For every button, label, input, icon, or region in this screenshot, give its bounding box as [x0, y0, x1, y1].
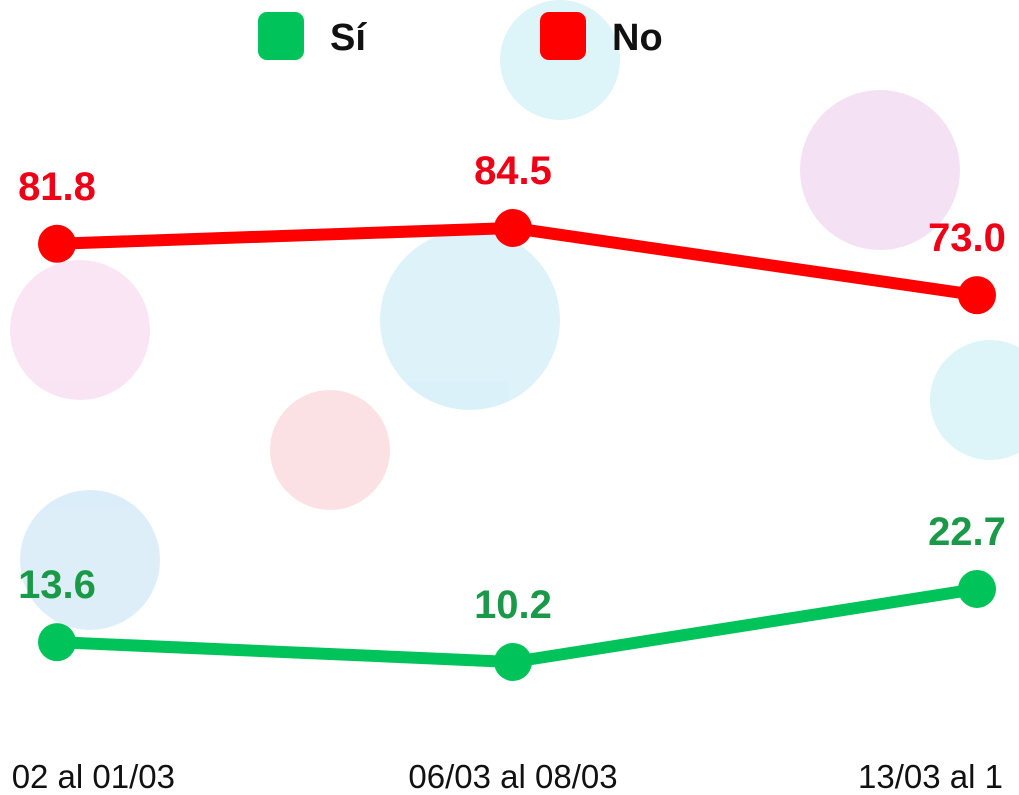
data-point	[958, 276, 996, 315]
legend-label: No	[612, 17, 663, 59]
legend: Sí No	[258, 12, 663, 60]
legend-label: Sí	[330, 17, 367, 59]
data-point	[38, 224, 76, 263]
x-tick-label: 02 al 01/03	[12, 758, 175, 795]
x-tick-label: 06/03 al 08/03	[408, 758, 617, 795]
legend-swatch	[258, 12, 304, 60]
data-point	[38, 623, 76, 662]
x-tick-label: 13/03 al 1	[858, 758, 1003, 795]
legend-swatch	[540, 12, 586, 60]
data-point	[958, 569, 996, 608]
data-label: 13.6	[18, 563, 96, 607]
data-label: 22.7	[928, 510, 1006, 554]
data-label: 10.2	[474, 583, 552, 627]
data-point	[494, 643, 532, 681]
plot: 02 al 01/03 06/03 al 08/03 13/03 al 1 13.6 1…	[12, 149, 1006, 795]
data-label: 81.8	[18, 165, 96, 209]
data-label: 84.5	[474, 149, 552, 193]
data-label: 73.0	[928, 216, 1006, 260]
background	[10, 0, 1019, 630]
data-point	[494, 209, 532, 247]
